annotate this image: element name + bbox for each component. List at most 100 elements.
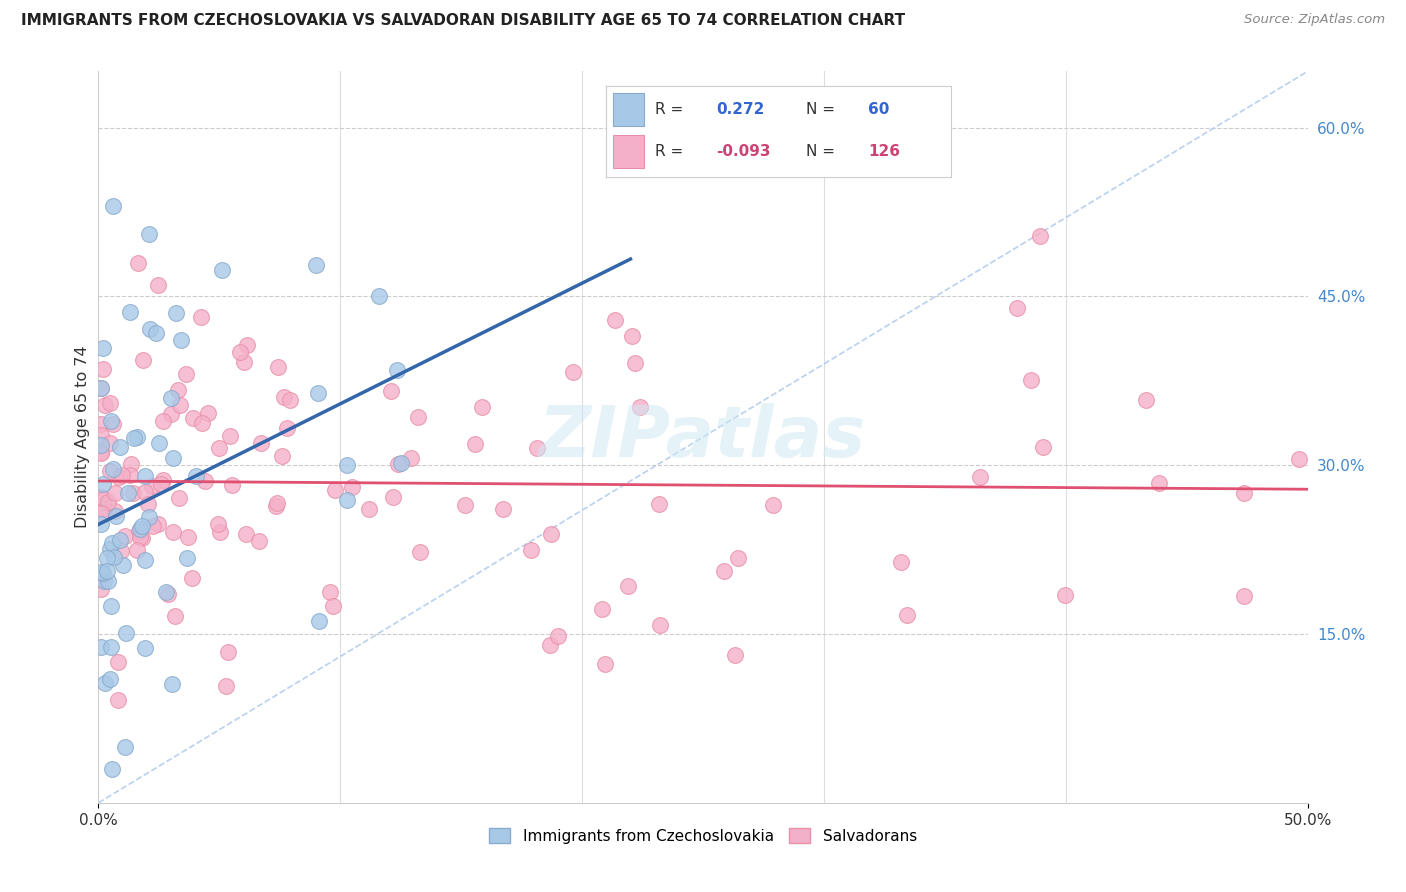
- Text: ZIPatlas: ZIPatlas: [540, 402, 866, 472]
- Point: [169, 398, 191, 412]
- Point: [136, 496, 159, 510]
- Point: [155, 585, 177, 599]
- Point: [190, 417, 212, 431]
- Point: [132, 353, 155, 368]
- Point: [138, 510, 160, 524]
- Point: [207, 517, 229, 532]
- Point: [408, 545, 430, 559]
- Point: [1147, 475, 1170, 490]
- Point: [368, 289, 391, 303]
- Point: [138, 227, 160, 241]
- Point: [107, 693, 129, 707]
- Point: [526, 442, 548, 456]
- Point: [318, 585, 340, 599]
- Point: [215, 679, 238, 693]
- Text: IMMIGRANTS FROM CZECHOSLOVAKIA VS SALVADORAN DISABILITY AGE 65 TO 74 CORRELATION: IMMIGRANTS FROM CZECHOSLOVAKIA VS SALVAD…: [21, 13, 905, 29]
- Point: [98, 673, 121, 687]
- Point: [152, 473, 174, 487]
- Point: [91, 361, 114, 376]
- Point: [90, 572, 112, 586]
- Point: [90, 490, 112, 504]
- Point: [648, 496, 671, 510]
- Point: [593, 657, 616, 671]
- Point: [149, 476, 172, 491]
- Point: [340, 480, 363, 494]
- Point: [235, 526, 257, 541]
- Point: [336, 458, 359, 472]
- Point: [727, 550, 749, 565]
- Point: [107, 655, 129, 669]
- Point: [267, 359, 290, 374]
- Point: [114, 528, 136, 542]
- Point: [181, 571, 204, 585]
- Point: [93, 501, 115, 516]
- Point: [1135, 392, 1157, 407]
- Point: [96, 564, 118, 578]
- Point: [104, 486, 127, 500]
- Point: [323, 483, 346, 497]
- Point: [266, 496, 288, 510]
- Point: [91, 476, 114, 491]
- Y-axis label: Disability Age 65 to 74: Disability Age 65 to 74: [75, 346, 90, 528]
- Point: [142, 519, 165, 533]
- Point: [120, 457, 142, 471]
- Point: [122, 431, 145, 445]
- Point: [591, 602, 613, 616]
- Point: [90, 640, 112, 655]
- Point: [98, 542, 121, 557]
- Point: [134, 552, 156, 566]
- Point: [152, 414, 174, 428]
- Point: [139, 321, 162, 335]
- Point: [101, 536, 124, 550]
- Text: Source: ZipAtlas.com: Source: ZipAtlas.com: [1244, 13, 1385, 27]
- Point: [94, 676, 117, 690]
- Point: [98, 435, 121, 450]
- Point: [108, 440, 131, 454]
- Point: [1007, 301, 1029, 315]
- Point: [322, 599, 344, 614]
- Point: [148, 278, 170, 293]
- Point: [90, 381, 112, 395]
- Point: [1233, 590, 1256, 604]
- Point: [197, 406, 219, 420]
- Point: [128, 530, 150, 544]
- Point: [233, 355, 256, 369]
- Point: [264, 500, 287, 514]
- Point: [103, 461, 125, 475]
- Point: [90, 380, 112, 394]
- Point: [90, 565, 112, 579]
- Point: [112, 558, 135, 573]
- Point: [896, 607, 918, 622]
- Point: [1029, 228, 1052, 243]
- Point: [616, 579, 638, 593]
- Point: [304, 258, 326, 272]
- Point: [127, 543, 149, 558]
- Point: [176, 550, 198, 565]
- Point: [107, 470, 129, 484]
- Point: [134, 469, 156, 483]
- Point: [1288, 452, 1310, 467]
- Point: [118, 468, 141, 483]
- Point: [1032, 441, 1054, 455]
- Point: [218, 429, 240, 443]
- Point: [96, 551, 118, 566]
- Point: [156, 587, 179, 601]
- Point: [890, 555, 912, 569]
- Point: [93, 341, 115, 355]
- Point: [389, 456, 412, 470]
- Point: [160, 407, 183, 421]
- Point: [538, 638, 561, 652]
- Point: [271, 449, 294, 463]
- Point: [492, 501, 515, 516]
- Point: [103, 550, 125, 565]
- Point: [276, 421, 298, 435]
- Point: [165, 306, 187, 320]
- Point: [278, 392, 301, 407]
- Point: [141, 479, 163, 493]
- Point: [628, 401, 651, 415]
- Point: [540, 526, 562, 541]
- Point: [100, 640, 122, 654]
- Point: [247, 533, 270, 548]
- Point: [211, 263, 233, 277]
- Point: [228, 344, 250, 359]
